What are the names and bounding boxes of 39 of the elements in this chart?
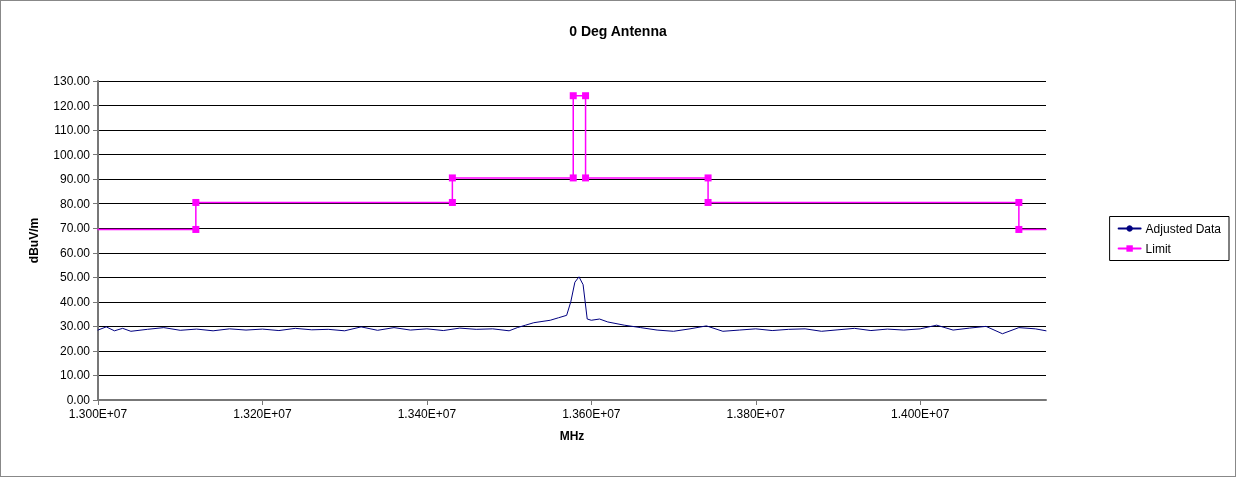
y-tick-label: 50.00	[59, 270, 91, 285]
point	[569, 92, 577, 100]
y-tick-label: 70.00	[59, 221, 91, 236]
point	[582, 92, 590, 100]
y-tick-label: 80.00	[59, 196, 91, 211]
point	[1015, 225, 1023, 233]
x-tick-label: 1.300E+07	[68, 407, 128, 421]
x-tick-label: 1.400E+07	[891, 407, 950, 421]
y-tick-label: 100.00	[53, 147, 91, 162]
y-tick-label: 90.00	[59, 172, 91, 187]
legend-label: Limit	[1145, 241, 1172, 256]
point	[448, 174, 456, 182]
point	[704, 174, 712, 182]
legend-label: Adjusted Data	[1145, 221, 1222, 236]
y-tick-label: 40.00	[59, 294, 91, 309]
line-series	[97, 276, 1047, 335]
y-axis-title: dBuV/m	[27, 217, 41, 264]
x-axis-title: MHz	[559, 429, 585, 443]
point	[569, 174, 577, 182]
y-tick-label: 130.00	[53, 74, 91, 88]
point	[1015, 198, 1023, 206]
y-tick-label: 20.00	[59, 343, 91, 358]
y-tick-label: 0.00	[66, 393, 91, 407]
x-tick-label: 1.380E+07	[726, 407, 786, 421]
point	[192, 198, 200, 206]
chart-title: 0 Deg Antenna	[569, 23, 667, 39]
point	[448, 198, 456, 206]
y-tick-label: 60.00	[59, 245, 91, 260]
y-tick-label: 110.00	[54, 123, 91, 138]
y-tick-label: 10.00	[59, 368, 91, 383]
y-tick-label: 120.00	[53, 98, 91, 113]
point	[582, 174, 590, 182]
line-series	[97, 92, 1047, 233]
point	[192, 225, 200, 233]
x-tick-label: 1.360E+07	[562, 407, 621, 421]
point	[704, 198, 712, 206]
x-tick-label: 1.340E+07	[397, 407, 457, 421]
x-tick-label: 1.320E+07	[233, 407, 292, 421]
y-tick-label: 30.00	[59, 319, 91, 334]
